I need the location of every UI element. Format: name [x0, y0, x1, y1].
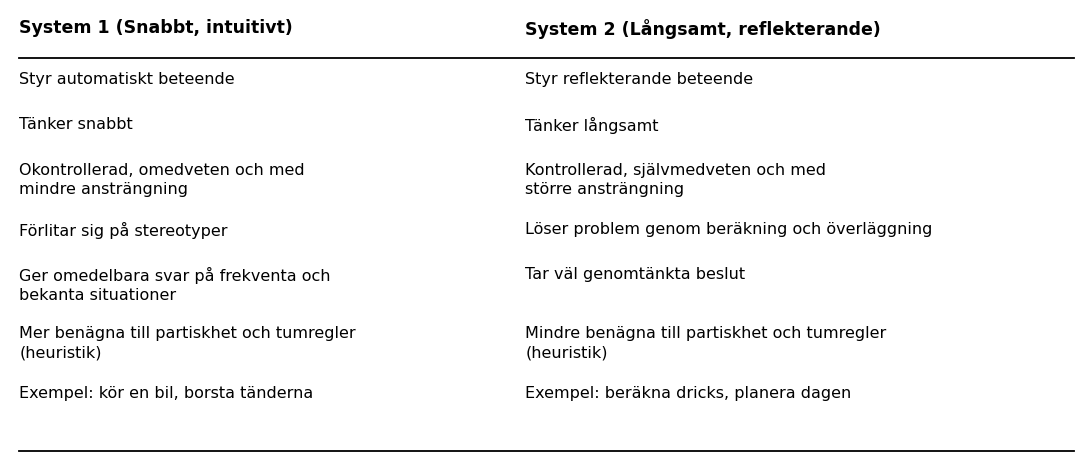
- Text: Tar väl genomtänkta beslut: Tar väl genomtänkta beslut: [525, 267, 745, 282]
- Text: Tänker långsamt: Tänker långsamt: [525, 117, 658, 134]
- Text: Mer benägna till partiskhet och tumregler
(heuristik): Mer benägna till partiskhet och tumregle…: [19, 326, 356, 361]
- Text: Styr reflekterande beteende: Styr reflekterande beteende: [525, 72, 754, 87]
- Text: Exempel: beräkna dricks, planera dagen: Exempel: beräkna dricks, planera dagen: [525, 386, 851, 400]
- Text: Okontrollerad, omedveten och med
mindre ansträngning: Okontrollerad, omedveten och med mindre …: [19, 163, 305, 197]
- Text: Styr automatiskt beteende: Styr automatiskt beteende: [19, 72, 235, 87]
- Text: Förlitar sig på stereotyper: Förlitar sig på stereotyper: [19, 222, 229, 239]
- Text: Tänker snabbt: Tänker snabbt: [19, 117, 133, 132]
- Text: Kontrollerad, självmedveten och med
större ansträngning: Kontrollerad, självmedveten och med stör…: [525, 163, 826, 197]
- Text: Löser problem genom beräkning och överläggning: Löser problem genom beräkning och överlä…: [525, 222, 932, 237]
- Text: System 2 (Långsamt, reflekterande): System 2 (Långsamt, reflekterande): [525, 19, 880, 38]
- Text: Exempel: kör en bil, borsta tänderna: Exempel: kör en bil, borsta tänderna: [19, 386, 314, 400]
- Text: System 1 (Snabbt, intuitivt): System 1 (Snabbt, intuitivt): [19, 19, 293, 37]
- Text: Ger omedelbara svar på frekventa och
bekanta situationer: Ger omedelbara svar på frekventa och bek…: [19, 267, 331, 303]
- Text: Mindre benägna till partiskhet och tumregler
(heuristik): Mindre benägna till partiskhet och tumre…: [525, 326, 887, 361]
